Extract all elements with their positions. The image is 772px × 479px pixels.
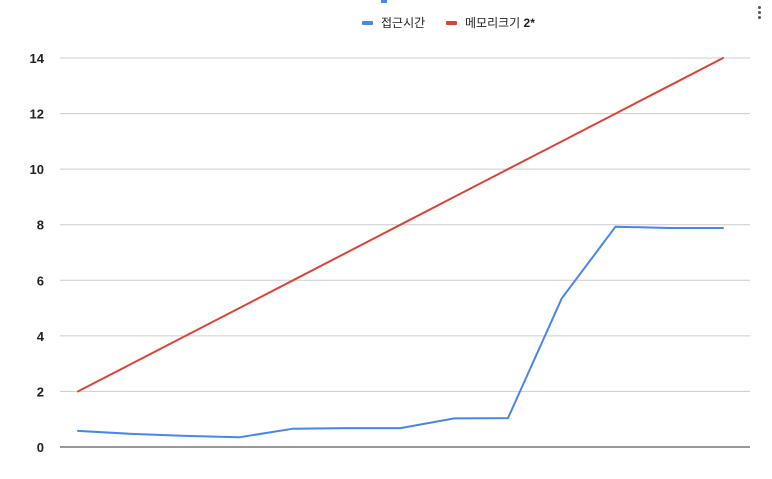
legend-item-access-time[interactable]: 접근시간 xyxy=(362,16,425,30)
y-tick-label: 6 xyxy=(37,273,44,288)
ellipsis-dot xyxy=(758,11,761,14)
legend-swatch-memory-size xyxy=(446,21,457,25)
series-lines xyxy=(77,57,724,439)
y-tick-label: 8 xyxy=(37,218,44,233)
series-line-access-time[interactable] xyxy=(77,225,724,439)
y-tick-label: 0 xyxy=(37,440,44,455)
legend-label-memory-size-suffix: 2* xyxy=(524,16,536,30)
series-line-memory-size[interactable] xyxy=(77,57,724,393)
y-tick-label: 14 xyxy=(30,51,45,66)
vertical-ellipsis-icon[interactable] xyxy=(757,6,763,22)
legend-label-memory-size: 메모리크기 2* xyxy=(465,16,535,30)
legend-item-memory-size[interactable]: 메모리크기 2* xyxy=(446,16,535,30)
legend-swatch-access-time xyxy=(362,21,373,25)
y-tick-label: 2 xyxy=(37,384,44,399)
legend-label-memory-size-text: 메모리크기 xyxy=(465,16,524,30)
ellipsis-dot xyxy=(758,6,761,9)
y-axis-ticks: 0 2 4 6 8 10 12 14 xyxy=(30,51,45,455)
legend-label-access-time: 접근시간 xyxy=(381,16,425,30)
y-tick-label: 4 xyxy=(37,329,45,344)
gridlines xyxy=(60,57,750,392)
ellipsis-dot xyxy=(758,16,761,19)
y-tick-label: 10 xyxy=(30,162,44,177)
y-tick-label: 12 xyxy=(30,107,44,122)
legend: 접근시간 메모리크기 2* xyxy=(362,16,535,30)
chart-title-fragment xyxy=(381,0,387,3)
